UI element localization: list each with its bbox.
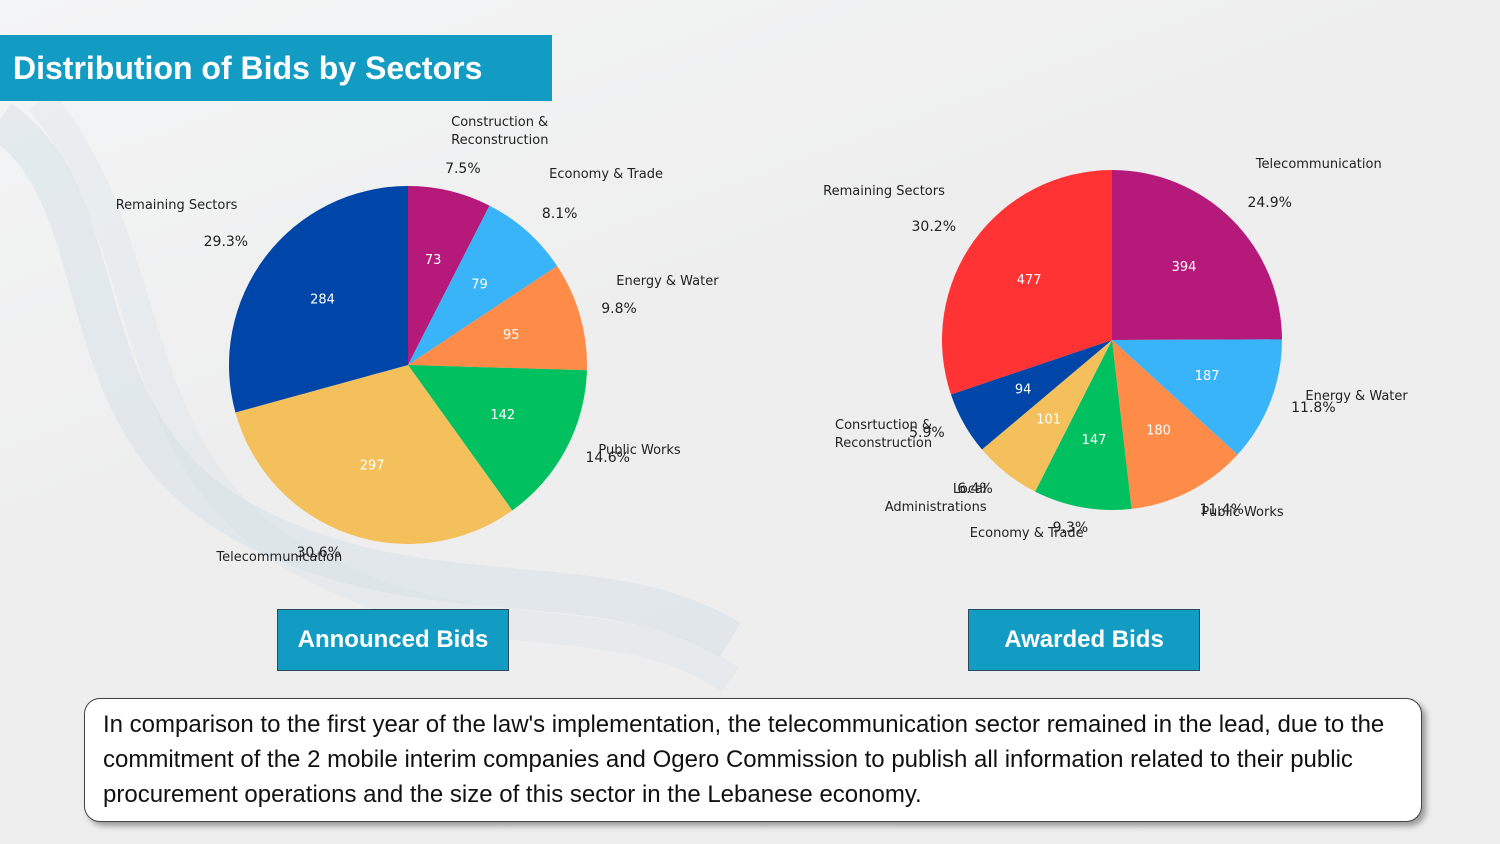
slice-percent-label: 30.6%	[296, 545, 341, 562]
slice-category-label: Remaining Sectors	[115, 198, 238, 214]
slice-value-label: 94	[1015, 383, 1032, 398]
slice-value-label: 73	[425, 253, 442, 268]
slice-percent-label: 9.8%	[601, 300, 637, 317]
slice-category-label: Economy & Trade	[549, 166, 664, 182]
pie-slice	[408, 365, 587, 511]
pie-slice	[1112, 340, 1238, 509]
slice-percent-label: 29.3%	[203, 234, 249, 251]
slice-value-label: 180	[1146, 423, 1171, 438]
slice-percent-label: 9.3%	[1052, 520, 1089, 536]
slice-category-label: Energy & Water	[616, 273, 719, 289]
chart-title-button: Announced Bids	[277, 609, 509, 671]
page-title: Distribution of Bids by Sectors	[0, 35, 552, 101]
slice-category-label: Energy & Water	[1305, 389, 1408, 405]
slice-category-label: Telecommunication	[1255, 156, 1382, 172]
slice-category-label: Economy & Trade	[969, 525, 1084, 541]
slice-value-label: 101	[1036, 412, 1061, 427]
slice-category-label: Local Administrations	[884, 481, 987, 515]
slice-category-label: Telecommunication	[216, 550, 343, 565]
slice-category-label: Construction & Reconstruction	[451, 115, 549, 149]
slice-percent-label: 8.1%	[541, 206, 578, 223]
slice-category-label: Public Works	[598, 442, 681, 458]
pie-slice	[981, 340, 1112, 492]
slice-percent-label: 7.5%	[445, 160, 481, 177]
slice-percent-label: 30.2%	[911, 219, 956, 236]
slice-value-label: 147	[1082, 433, 1107, 448]
slice-percent-label: 5.9%	[909, 425, 945, 442]
slice-category-label: Consrtuction & Reconstruction	[834, 417, 933, 451]
pie-slice	[1112, 339, 1282, 455]
background-swoosh	[0, 90, 741, 693]
slice-value-label: 477	[1017, 273, 1042, 288]
pie-slice	[408, 265, 587, 371]
caption: In comparison to the first year of the l…	[84, 698, 1422, 822]
slice-category-label: Public Works	[1201, 505, 1284, 521]
charts: 73 79 95 142 297 284 394 187 180 147 101 94 477	[229, 170, 1282, 544]
pie-slice	[235, 365, 513, 544]
slice-percent-label: 11.4%	[1199, 501, 1244, 518]
slice-percent-label: 24.9%	[1247, 194, 1292, 211]
pie-slice	[408, 205, 558, 365]
slice-value-label: 284	[310, 292, 335, 307]
pie-slice	[942, 170, 1112, 395]
slice-value-label: 297	[360, 459, 385, 474]
slice-value-label: 394	[1172, 260, 1197, 275]
chart-title-button: Awarded Bids	[968, 609, 1200, 671]
slice-category-label: Remaining Sectors	[823, 183, 945, 199]
pie-slice	[408, 186, 490, 365]
slice-value-label: 187	[1195, 369, 1220, 384]
slice-value-label: 79	[471, 277, 488, 292]
slice-percent-label: 14.6%	[585, 450, 630, 467]
slice-value-label: 142	[490, 408, 515, 423]
slice-percent-label: 6.4%	[957, 481, 993, 498]
pie-slice	[229, 186, 408, 413]
pie-slice	[1035, 340, 1132, 511]
slice-value-label: 95	[503, 328, 520, 343]
pie-slice	[1112, 170, 1282, 340]
pie-slice	[950, 340, 1112, 450]
slice-percent-label: 11.8%	[1291, 400, 1336, 417]
